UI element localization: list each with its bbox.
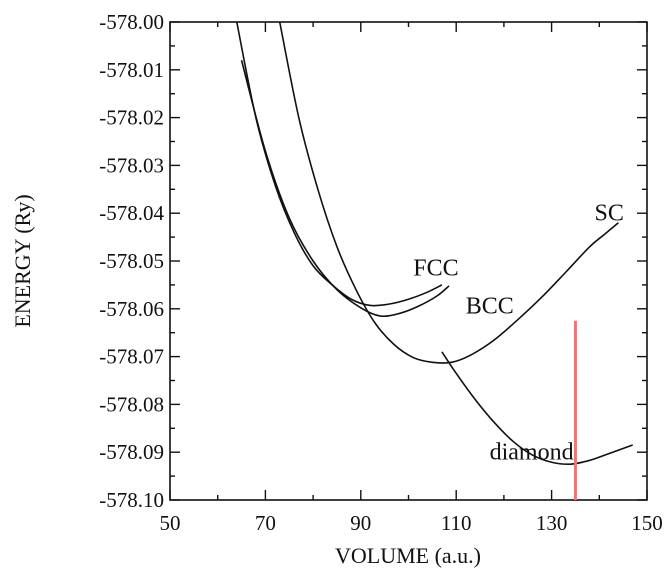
curve-label-diamond: diamond <box>490 439 574 465</box>
x-tick-label: 130 <box>536 511 568 535</box>
x-tick-label: 150 <box>631 511 663 535</box>
curve-labels: FCC BCC SC diamond <box>413 200 624 465</box>
x-tick-label: 50 <box>160 511 181 535</box>
curves <box>235 21 633 500</box>
x-axis-title: VOLUME (a.u.) <box>335 543 481 568</box>
y-tick-label: -578.05 <box>99 249 164 273</box>
y-tick-label: -578.00 <box>99 10 164 34</box>
y-tick-label: -578.09 <box>99 440 164 464</box>
curve-label-bcc: BCC <box>466 294 514 320</box>
series-sc-curve <box>278 21 619 364</box>
series-diamond-curve <box>441 351 633 466</box>
y-tick-label: -578.07 <box>99 345 164 369</box>
y-tick-label: -578.10 <box>99 488 164 512</box>
y-tick-label: -578.04 <box>99 201 164 225</box>
y-tick-label: -578.01 <box>99 58 164 82</box>
curve-label-sc: SC <box>595 200 624 226</box>
y-axis-title: ENERGY (Ry) <box>10 194 35 327</box>
y-tick-label: -578.03 <box>99 153 164 177</box>
curve-label-fcc: FCC <box>413 255 458 281</box>
y-tick-label: -578.02 <box>99 106 164 130</box>
series-bcc-curve <box>240 60 450 318</box>
y-tick-label: -578.08 <box>99 392 164 416</box>
axis-ticks: 50 70 90 110 130 150 -578.00 -578.01 -578.02 -578… <box>99 10 663 535</box>
x-tick-label: 70 <box>255 511 276 535</box>
x-tick-label: 110 <box>441 511 472 535</box>
y-tick-label: -578.06 <box>99 297 164 321</box>
x-tick-label: 90 <box>350 511 371 535</box>
series-fcc-curve <box>235 21 443 307</box>
